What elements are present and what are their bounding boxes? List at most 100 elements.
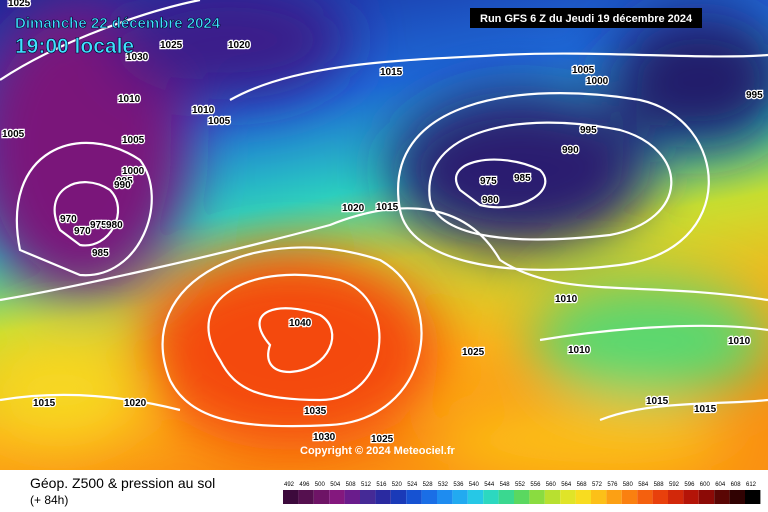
isobar-label: 975 [480, 176, 497, 187]
map-background [0, 0, 768, 480]
isobar-label: 1005 [208, 116, 231, 127]
scale-tick-label: 568 [577, 482, 588, 488]
isobar-label: 1005 [572, 65, 595, 76]
isobar-label: 1020 [124, 398, 147, 409]
scale-tick-label: 564 [561, 482, 572, 488]
isobar-label: 1000 [122, 166, 145, 177]
isobar-label: 1015 [694, 404, 717, 415]
scale-tick-label: 552 [515, 482, 526, 488]
scale-swatch [452, 490, 468, 504]
scale-tick-label: 604 [715, 482, 726, 488]
scale-tick-label: 608 [731, 482, 742, 488]
isobar-label: 1030 [313, 432, 336, 443]
scale-swatch [467, 490, 484, 504]
isobar-label: 990 [562, 145, 579, 156]
scale-swatch [544, 490, 561, 504]
isobar-label: 1010 [118, 94, 141, 105]
isobar-label: 1005 [122, 135, 145, 146]
scale-tick-label: 544 [484, 482, 495, 488]
scale-tick-label: 588 [654, 482, 665, 488]
isobar-label: 985 [92, 248, 109, 259]
scale-tick-label: 612 [746, 482, 757, 488]
scale-swatch [483, 490, 499, 504]
scale-tick-label: 580 [623, 482, 634, 488]
isobar-label: 1015 [33, 398, 56, 409]
scale-tick-label: 512 [361, 482, 372, 488]
isobar-label: 1000 [586, 76, 609, 87]
scale-tick-label: 596 [684, 482, 695, 488]
scale-swatch [390, 490, 407, 504]
isobar-label: 1025 [8, 0, 31, 9]
scale-tick-label: 548 [500, 482, 511, 488]
isobar-label: 985 [514, 173, 531, 184]
scale-swatch [668, 490, 684, 504]
isobar-label: 1020 [342, 203, 365, 214]
scale-swatch [575, 490, 591, 504]
scale-tick-label: 532 [438, 482, 449, 488]
scale-swatch [313, 490, 330, 504]
isobar-label: 1010 [568, 345, 591, 356]
scale-swatch [514, 490, 530, 504]
scale-tick-label: 560 [546, 482, 557, 488]
copyright: Copyright © 2024 Meteociel.fr [300, 445, 456, 457]
scale-swatch [698, 490, 715, 504]
isobar-label: 1040 [289, 318, 312, 329]
scale-tick-label: 536 [453, 482, 464, 488]
scale-tick-label: 556 [530, 482, 541, 488]
scale-tick-label: 592 [669, 482, 680, 488]
scale-tick-label: 492 [284, 482, 295, 488]
isobar-label: 1010 [192, 105, 215, 116]
scale-tick-label: 520 [392, 482, 403, 488]
scale-swatch [637, 490, 653, 504]
scale-tick-label: 516 [376, 482, 387, 488]
scale-swatch [714, 490, 730, 504]
scale-tick-label: 496 [299, 482, 310, 488]
scale-swatch [329, 490, 345, 504]
scale-swatch [344, 490, 360, 504]
isobar-label: 1005 [2, 129, 25, 140]
isobar-label: 980 [482, 195, 499, 206]
scale-swatch [406, 490, 422, 504]
scale-swatch [729, 490, 745, 504]
isobar-label: 995 [116, 176, 133, 187]
isobar-label: 995 [746, 90, 763, 101]
scale-tick-label: 576 [607, 482, 618, 488]
scale-swatch [298, 490, 314, 504]
map-time: 19:00 locale [15, 35, 134, 58]
scale-tick-label: 504 [330, 482, 341, 488]
isobars [0, 0, 768, 426]
scale-swatch [498, 490, 514, 504]
scale-swatch [421, 490, 437, 504]
isobar-label: 970 [74, 226, 91, 237]
isobar-label: 995 [580, 125, 597, 136]
scale-tick-label: 572 [592, 482, 603, 488]
scale-tick-label: 528 [423, 482, 434, 488]
scale-swatch [529, 490, 545, 504]
scale-tick-label: 540 [469, 482, 480, 488]
isobar-label: 1020 [228, 40, 251, 51]
scale-tick-label: 584 [638, 482, 649, 488]
isobar-label: 1015 [376, 202, 399, 213]
isobar-label: 990 [114, 180, 131, 191]
isobar-label: 1015 [380, 67, 403, 78]
scale-tick-label: 600 [700, 482, 711, 488]
scale-swatch [437, 490, 453, 504]
legend-lead: (+ 84h) [30, 493, 68, 507]
isobar-label: 1015 [646, 396, 669, 407]
isobar-label: 1010 [728, 336, 751, 347]
scale-swatch [591, 490, 607, 504]
scale-swatch [560, 490, 576, 504]
run-box [470, 8, 702, 28]
isobar-label: 1025 [160, 40, 183, 51]
scale-swatch [360, 490, 376, 504]
isobar-label: 970 [60, 214, 77, 225]
scale-tick-label: 508 [346, 482, 357, 488]
scale-swatch [745, 490, 761, 504]
scale-swatch [652, 490, 668, 504]
scale-tick-label: 500 [315, 482, 326, 488]
isobar-label: 1010 [555, 294, 578, 305]
scale-swatch [283, 490, 299, 504]
isobar-label: 1025 [371, 434, 394, 445]
scale-swatch [375, 490, 391, 504]
